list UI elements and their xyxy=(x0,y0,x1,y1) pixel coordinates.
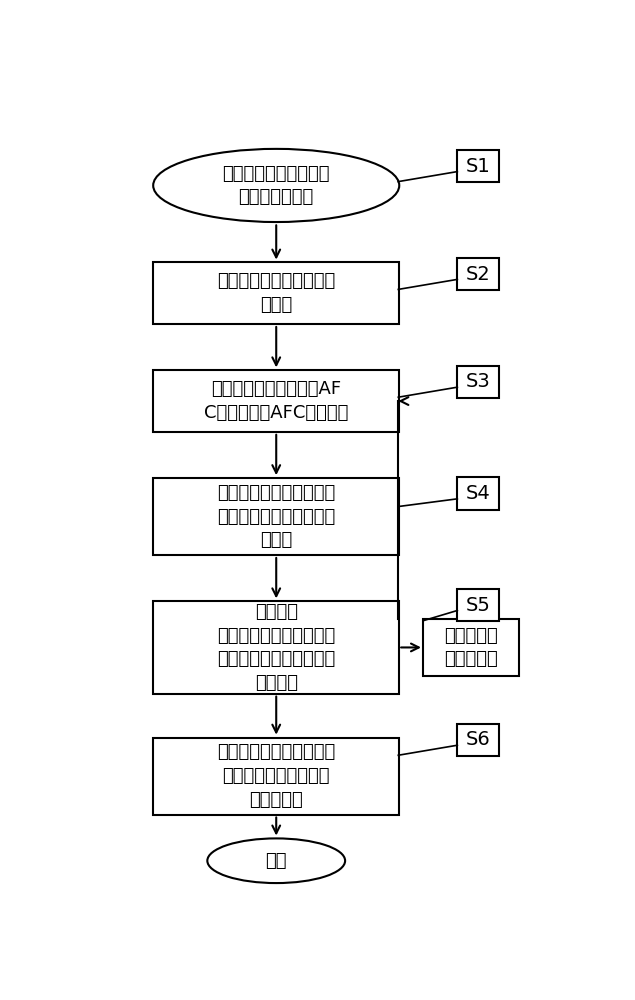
Bar xyxy=(153,370,399,432)
Text: 开启增益
自校准电路，发送校准数
据和校准时钟，等待校准
完成标志: 开启增益 自校准电路，发送校准数 据和校准时钟，等待校准 完成标志 xyxy=(217,603,335,692)
Text: S6: S6 xyxy=(465,730,490,749)
Ellipse shape xyxy=(207,838,345,883)
Text: S2: S2 xyxy=(465,264,490,284)
Text: S1: S1 xyxy=(465,157,490,176)
Bar xyxy=(153,601,399,694)
Bar xyxy=(423,619,519,676)
Text: 结束: 结束 xyxy=(265,852,287,870)
Text: 电池上电使能检测，对
发射机进行校准: 电池上电使能检测，对 发射机进行校准 xyxy=(222,165,330,206)
Bar xyxy=(457,366,499,398)
Text: 正常工作中
若温度巨变: 正常工作中 若温度巨变 xyxy=(444,627,497,668)
Bar xyxy=(153,478,399,555)
Bar xyxy=(153,738,399,815)
Ellipse shape xyxy=(153,149,399,222)
Bar xyxy=(153,262,399,324)
Bar xyxy=(457,150,499,182)
Text: 设置锁相环工作频点对应
控制字: 设置锁相环工作频点对应 控制字 xyxy=(217,272,335,314)
Bar xyxy=(457,724,499,756)
Bar xyxy=(457,477,499,510)
Text: 当增益自校准完成后，对
高、低通两支路进行延
时匹配控制: 当增益自校准完成后，对 高、低通两支路进行延 时匹配控制 xyxy=(217,743,335,809)
Bar xyxy=(457,589,499,621)
Text: 断开锁相环环路，进行AF
C过程，等待AFC完成标志: 断开锁相环环路，进行AF C过程，等待AFC完成标志 xyxy=(204,380,349,422)
Text: S3: S3 xyxy=(465,372,490,391)
Text: 闭合锁相环环路，等待锁
定，锁定检测电路输出锁
定标志: 闭合锁相环环路，等待锁 定，锁定检测电路输出锁 定标志 xyxy=(217,484,335,549)
Text: S4: S4 xyxy=(465,484,490,503)
Text: S5: S5 xyxy=(465,596,490,615)
Bar xyxy=(457,258,499,290)
